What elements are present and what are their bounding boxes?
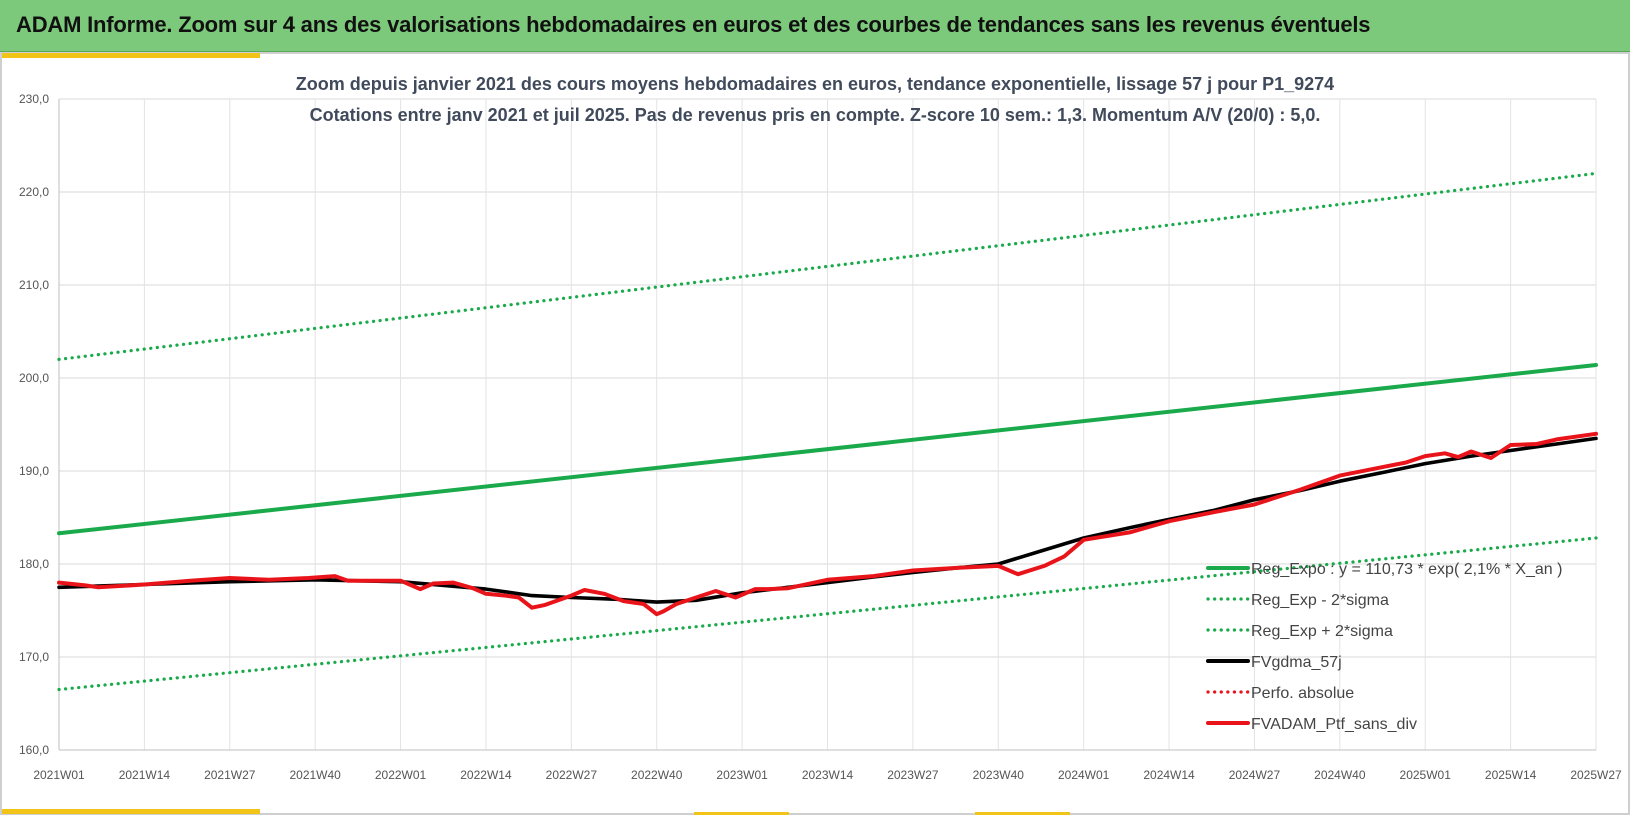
header-title: ADAM Informe. Zoom sur 4 ans des valoris… <box>16 12 1371 37</box>
y-tick-label: 210,0 <box>19 278 49 292</box>
series-line-reg-expo <box>57 363 1598 536</box>
axis-ticks: 160,0 170,0 180,0 190,0 200,0 210,0 220,0 230,0… <box>19 92 1622 782</box>
x-tick-label: 2025W14 <box>1485 768 1537 782</box>
x-tick-label: 2022W01 <box>375 768 427 782</box>
x-tick-label: 2022W27 <box>546 768 598 782</box>
x-tick-label: 2021W40 <box>289 768 341 782</box>
legend-label: Reg_Exp + 2*sigma <box>1251 623 1393 640</box>
accent-bar-bottom <box>2 809 260 814</box>
y-tick-label: 160,0 <box>19 743 49 757</box>
chart-grid <box>58 98 1597 751</box>
legend-label: Reg_Expo : y = 110,73 * exp( 2,1% * X_an… <box>1251 561 1562 578</box>
accent-bar-bottom-mid <box>694 812 789 815</box>
x-tick-label: 2024W40 <box>1314 768 1366 782</box>
x-tick-label: 2024W01 <box>1058 768 1110 782</box>
x-tick-label: 2022W14 <box>460 768 512 782</box>
chart-frame <box>0 52 1630 815</box>
x-tick-label: 2022W40 <box>631 768 683 782</box>
x-tick-label: 2024W14 <box>1143 768 1195 782</box>
header-banner: ADAM Informe. Zoom sur 4 ans des valoris… <box>0 0 1630 52</box>
x-tick-label: 2021W14 <box>119 768 171 782</box>
y-tick-label: 180,0 <box>19 557 49 571</box>
legend-label: FVADAM_Ptf_sans_div <box>1251 716 1417 733</box>
x-tick-label: 2023W40 <box>973 768 1025 782</box>
chart-legend: Reg_Expo : y = 110,73 * exp( 2,1% * X_an… <box>1206 561 1562 733</box>
y-tick-label: 200,0 <box>19 371 49 385</box>
x-tick-label: 2025W27 <box>1570 768 1622 782</box>
accent-bar-top <box>2 53 260 58</box>
series-line-reg-exp-2-sigma <box>57 171 1598 361</box>
y-tick-label: 220,0 <box>19 185 49 199</box>
y-tick-label: 230,0 <box>19 92 49 106</box>
legend-label: Reg_Exp - 2*sigma <box>1251 592 1389 609</box>
x-tick-label: 2021W27 <box>204 768 256 782</box>
legend-label: FVgdma_57j <box>1251 654 1342 671</box>
x-tick-label: 2021W01 <box>33 768 85 782</box>
y-tick-label: 170,0 <box>19 650 49 664</box>
x-tick-label: 2023W14 <box>802 768 854 782</box>
x-tick-label: 2024W27 <box>1229 768 1281 782</box>
x-tick-label: 2023W27 <box>887 768 939 782</box>
y-tick-label: 190,0 <box>19 464 49 478</box>
x-tick-label: 2023W01 <box>716 768 768 782</box>
series-line-fvadam-ptf-sans-div <box>57 431 1598 617</box>
series-layer <box>57 171 1598 692</box>
accent-bar-bottom-right <box>975 812 1070 815</box>
legend-label: Perfo. absolue <box>1251 685 1354 702</box>
x-tick-label: 2025W01 <box>1400 768 1452 782</box>
chart-title: Zoom depuis janvier 2021 des cours moyen… <box>296 74 1334 94</box>
chart-subtitle: Cotations entre janv 2021 et juil 2025. … <box>310 105 1321 125</box>
series-line-reg-exp-2-sigma <box>57 536 1598 692</box>
